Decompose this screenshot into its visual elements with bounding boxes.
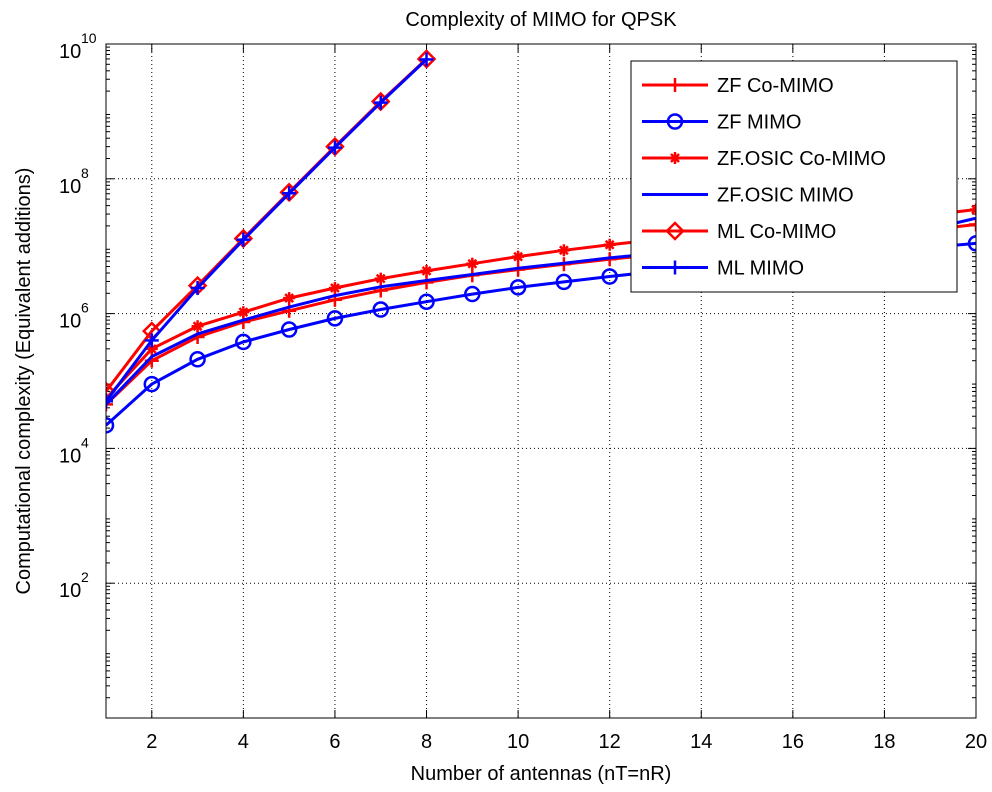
- y-tick-base: 10: [59, 311, 81, 333]
- y-tick-label: 108: [59, 165, 89, 198]
- data-point: [509, 279, 527, 296]
- y-tick-base: 10: [59, 580, 81, 602]
- x-tick-label: 8: [421, 731, 432, 753]
- legend-entry: ZF.OSIC MIMO: [642, 185, 854, 207]
- data-point: [106, 397, 113, 412]
- y-tick-label: 104: [59, 434, 89, 467]
- legend-label: ZF MIMO: [717, 112, 801, 134]
- y-tick-base: 10: [59, 445, 81, 467]
- data-point: [374, 272, 387, 285]
- data-point: [328, 281, 341, 294]
- x-tick-label: 12: [599, 731, 621, 753]
- data-point: [235, 333, 252, 351]
- data-point: [106, 417, 115, 434]
- data-point: [601, 268, 618, 285]
- y-tick-base: 10: [59, 41, 81, 63]
- legend-label: ML Co-MIMO: [717, 221, 836, 243]
- data-point: [419, 52, 434, 67]
- data-point: [512, 250, 525, 263]
- data-point: [280, 321, 298, 338]
- data-point: [967, 235, 976, 252]
- x-tick-label: 20: [965, 731, 987, 753]
- legend-marker: [668, 78, 682, 92]
- data-point: [555, 273, 573, 291]
- legend-box: [630, 60, 958, 293]
- data-point: [373, 95, 388, 110]
- y-tick-exponent: 6: [81, 300, 89, 316]
- x-tick-label: 18: [873, 731, 895, 753]
- legend-entry: ZF.OSIC Co-MIMO: [642, 148, 886, 170]
- data-point: [237, 306, 250, 319]
- data-point: [418, 293, 435, 310]
- data-point: [144, 333, 159, 348]
- chart-title: Complexity of MIMO for QPSK: [405, 9, 677, 31]
- x-tick-label: 16: [782, 731, 804, 753]
- data-point: [969, 217, 976, 232]
- data-point: [327, 140, 342, 155]
- axis-ticks: [106, 43, 977, 718]
- data-point: [557, 244, 570, 257]
- plot-frame: [105, 43, 977, 719]
- data-point: [603, 238, 616, 251]
- x-tick-label: 10: [507, 731, 529, 753]
- y-tick-base: 10: [59, 176, 81, 198]
- x-tick-label: 14: [690, 731, 712, 753]
- data-point: [282, 186, 297, 201]
- legend-entry: ZF MIMO: [642, 112, 801, 134]
- legend-marker: [668, 260, 682, 275]
- legend-label: ML MIMO: [717, 258, 804, 280]
- data-point: [970, 203, 976, 216]
- x-tick-label: 4: [238, 731, 249, 753]
- x-tick-labels: 2 4 6 8 10 12 14 16 18 20: [146, 731, 987, 753]
- x-tick-label: 2: [146, 731, 157, 753]
- legend-entry: ML Co-MIMO: [642, 221, 836, 243]
- data-point: [143, 375, 161, 393]
- data-point: [466, 257, 479, 270]
- data-point: [372, 301, 389, 318]
- x-axis-label: Number of antennas (nT=nR): [411, 763, 672, 785]
- legend-marker: [665, 221, 685, 241]
- series-line: [106, 58, 428, 403]
- data-point: [464, 285, 481, 303]
- y-tick-exponent: 2: [81, 569, 89, 585]
- series-5: [106, 52, 434, 409]
- legend-marker: [666, 113, 684, 130]
- data-point: [189, 351, 206, 368]
- data-point: [420, 264, 433, 277]
- legend: ZF Co-MIMO ZF MIMO ZF.OSIC Co-MIMO ZF.OSIC …: [630, 60, 958, 293]
- legend-label: ZF.OSIC MIMO: [717, 185, 854, 207]
- data-point: [106, 381, 116, 402]
- y-tick-label: 106: [59, 300, 89, 333]
- data-point: [191, 320, 204, 333]
- y-tick-exponent: 4: [81, 434, 89, 450]
- legend-entry: ML MIMO: [642, 258, 804, 280]
- legend-label: ZF Co-MIMO: [717, 75, 834, 97]
- x-tick-label: 6: [329, 731, 340, 753]
- data-point: [283, 292, 296, 305]
- y-tick-exponent: 10: [81, 30, 97, 46]
- data-point: [326, 310, 344, 327]
- data-point: [106, 394, 113, 409]
- legend-label: ZF.OSIC Co-MIMO: [717, 148, 886, 170]
- data-point: [236, 232, 251, 247]
- data-point: [416, 49, 437, 69]
- legend-entry: ZF Co-MIMO: [642, 75, 834, 97]
- data-point: [190, 280, 205, 295]
- y-tick-exponent: 8: [81, 165, 89, 181]
- y-tick-label: 102: [59, 569, 89, 602]
- y-axis-label: Computational complexity (Equivalent add…: [13, 168, 35, 595]
- legend-marker: [669, 152, 681, 164]
